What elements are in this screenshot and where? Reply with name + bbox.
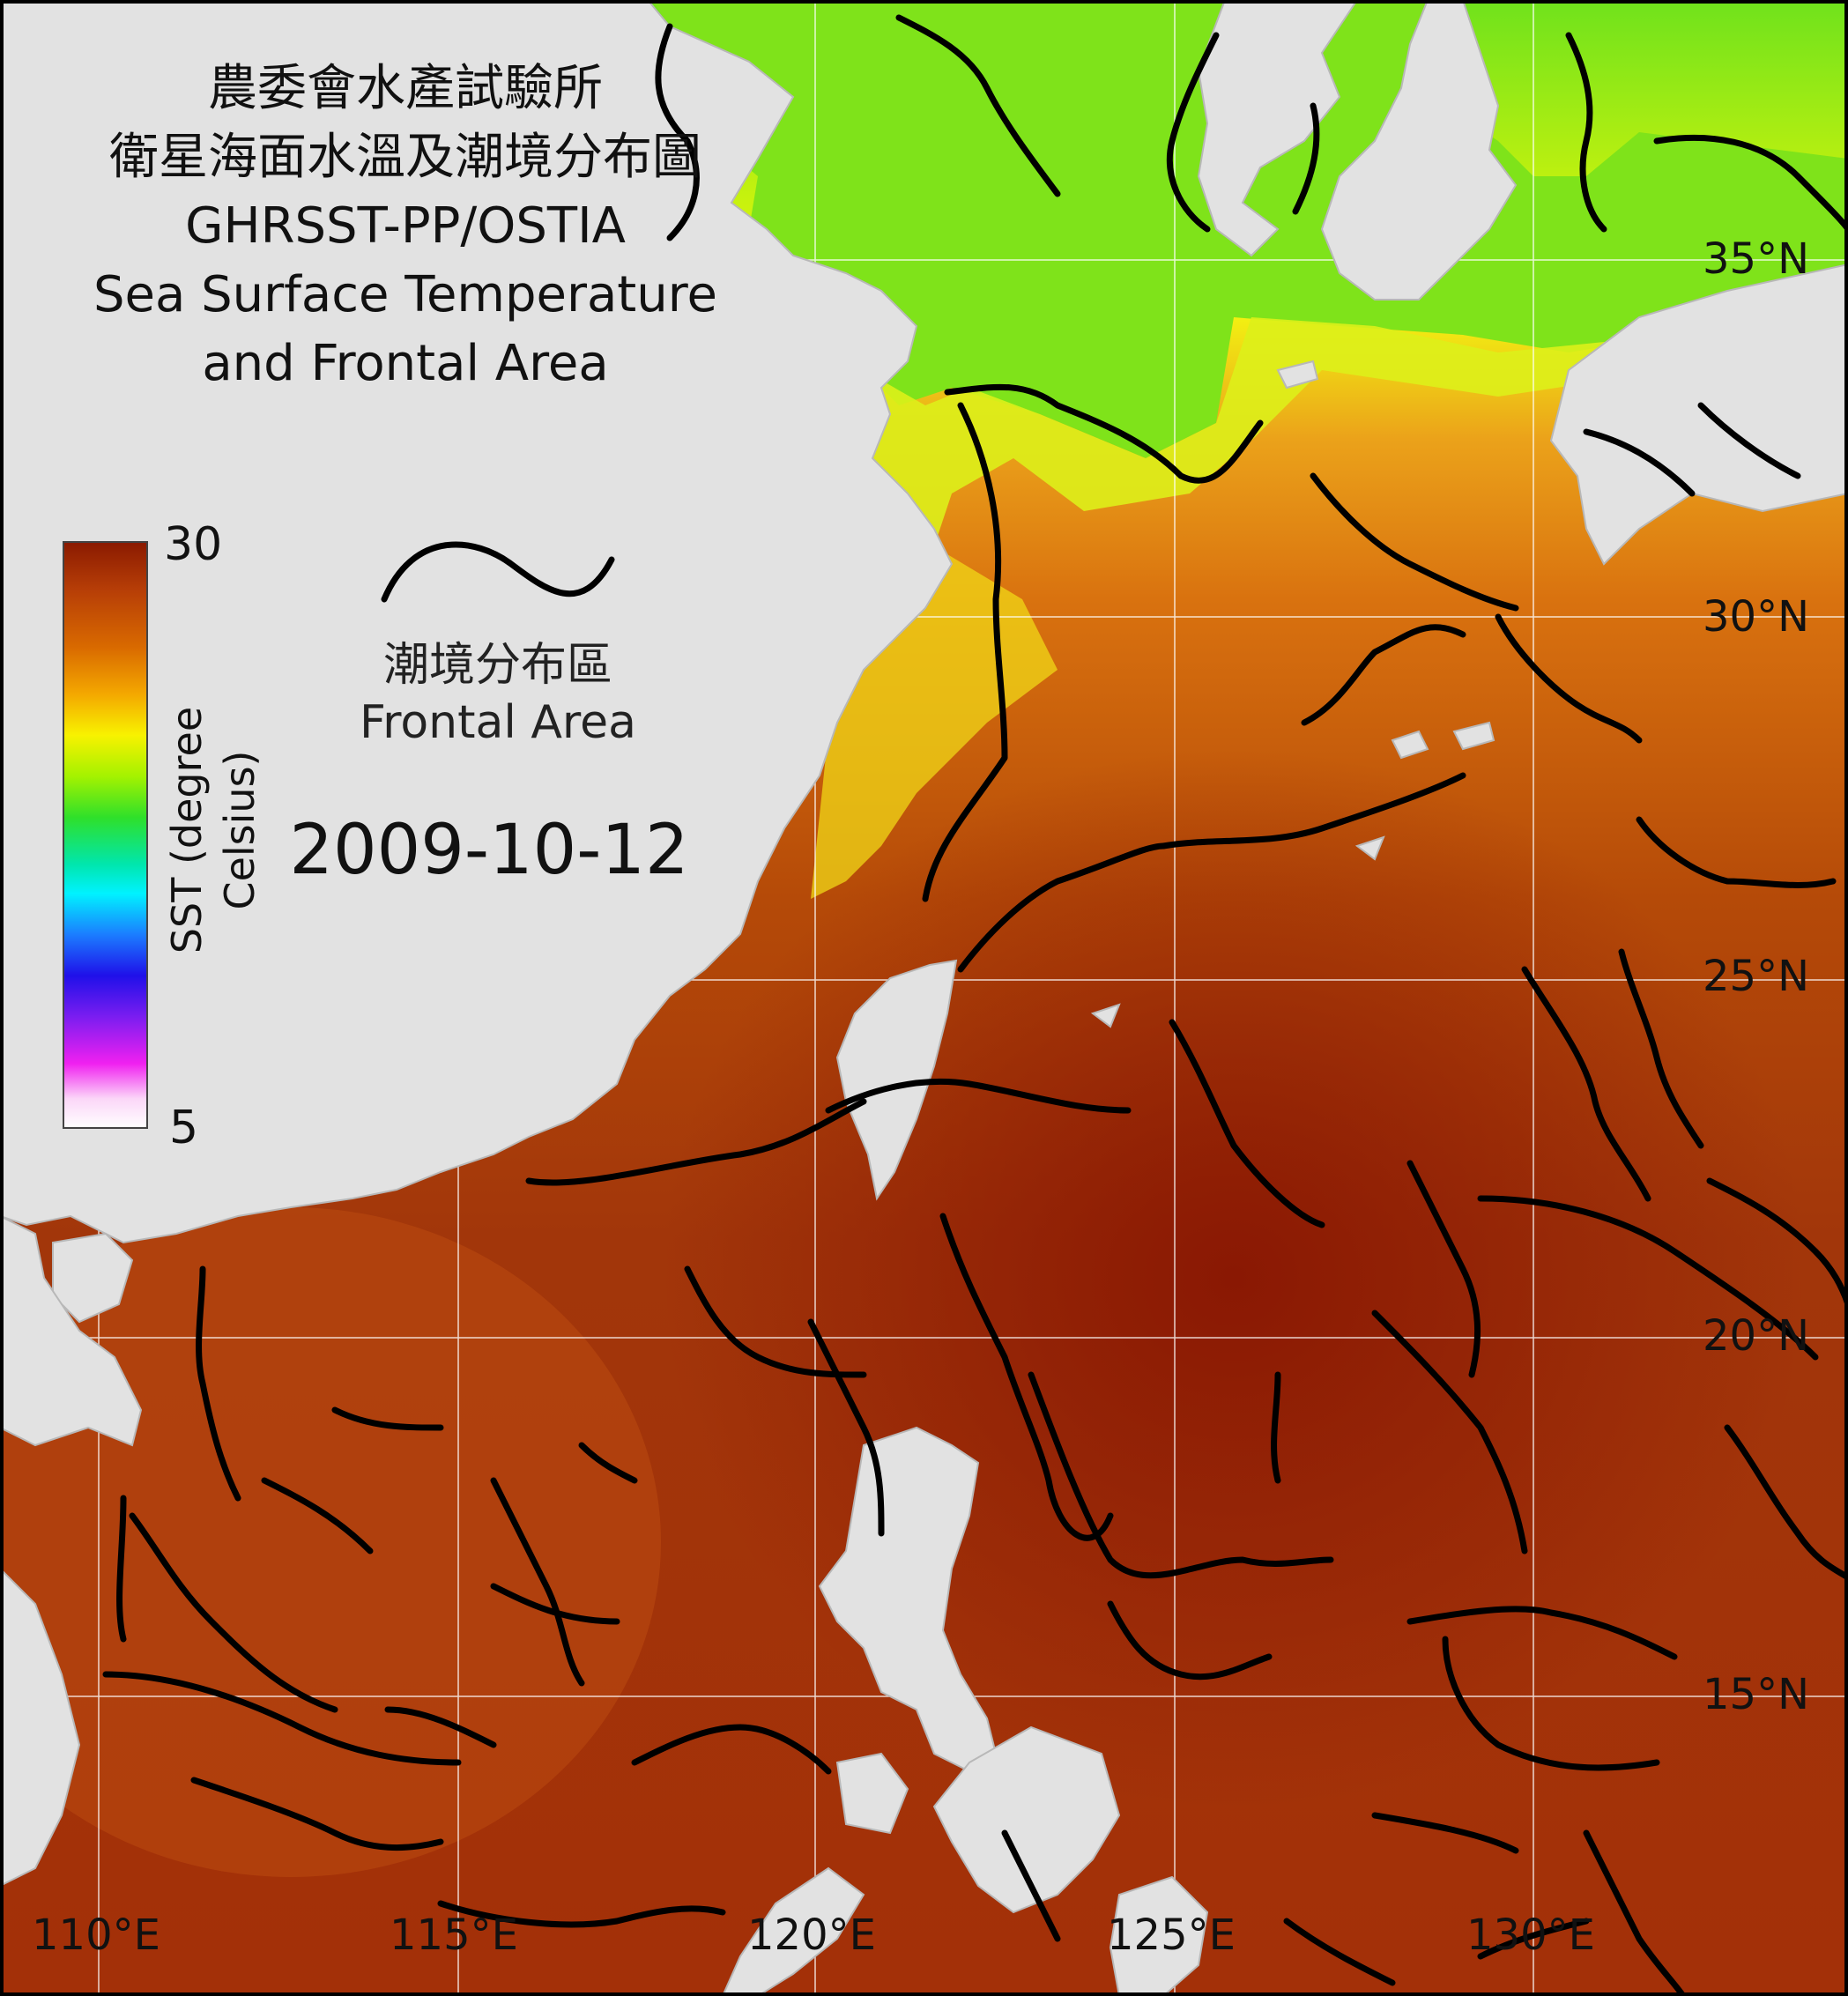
frontal-legend-label-zh: 潮境分布區 bbox=[382, 639, 612, 692]
colorbar-min-label: 5 bbox=[169, 1102, 199, 1154]
mindanao-tip bbox=[1109, 1875, 1209, 1996]
title-line-2: 衛星海面水溫及潮境分布圖 bbox=[109, 129, 701, 186]
map-date: 2009-10-12 bbox=[289, 811, 689, 890]
ryukyu-islet-2 bbox=[1452, 721, 1495, 751]
ryukyu-islet-3 bbox=[1354, 835, 1385, 861]
lon-label-130e: 130°E bbox=[1466, 1911, 1595, 1960]
taiwan-island bbox=[835, 959, 958, 1201]
frontal-lines bbox=[102, 14, 1848, 1996]
transition-band bbox=[793, 264, 1848, 599]
shandong-area bbox=[1197, 0, 1359, 257]
ryukyu-islet-4 bbox=[1090, 1003, 1121, 1028]
island-jeju bbox=[1276, 360, 1319, 390]
warm-pool bbox=[661, 749, 1807, 1807]
palawan-island bbox=[721, 1866, 865, 1996]
color-bar bbox=[63, 541, 148, 1129]
frontal-legend-label-en: Frontal Area bbox=[359, 696, 637, 749]
vietnam-coast-south bbox=[0, 1567, 81, 1888]
title-line-1: 農委會水產試驗所 bbox=[208, 60, 603, 117]
lat-label-30n: 30°N bbox=[1703, 592, 1809, 642]
lat-label-25n: 25°N bbox=[1703, 952, 1809, 1001]
map-title: 農委會水產試驗所 衛星海面水溫及潮境分布圖 GHRSST-PP/OSTIA Se… bbox=[26, 55, 784, 398]
lat-label-35n: 35°N bbox=[1703, 234, 1809, 284]
colorbar-max-label: 30 bbox=[164, 518, 223, 571]
mindoro-island bbox=[835, 1752, 909, 1835]
scs-warm-area bbox=[0, 1207, 661, 1877]
title-line-5: and Frontal Area bbox=[202, 335, 609, 392]
title-line-4: Sea Surface Temperature bbox=[93, 266, 717, 323]
lon-label-115e: 115°E bbox=[390, 1911, 518, 1960]
mainland-china bbox=[0, 0, 954, 1244]
lon-label-125e: 125°E bbox=[1107, 1911, 1236, 1960]
colorbar-axis-title: SST (degree Celsius) bbox=[163, 706, 263, 954]
title-line-3: GHRSST-PP/OSTIA bbox=[185, 197, 626, 255]
lon-label-120e: 120°E bbox=[747, 1911, 876, 1960]
visayas-islands bbox=[932, 1725, 1121, 1914]
korea-peninsula bbox=[1320, 0, 1518, 301]
lat-label-15n: 15°N bbox=[1703, 1670, 1809, 1719]
frontal-legend-curve bbox=[381, 541, 615, 603]
leizhou-vietnam-coast bbox=[0, 1214, 143, 1447]
lat-label-20n: 20°N bbox=[1703, 1311, 1809, 1361]
ryukyu-islet-1 bbox=[1391, 730, 1429, 760]
lon-label-110e: 110°E bbox=[32, 1911, 160, 1960]
